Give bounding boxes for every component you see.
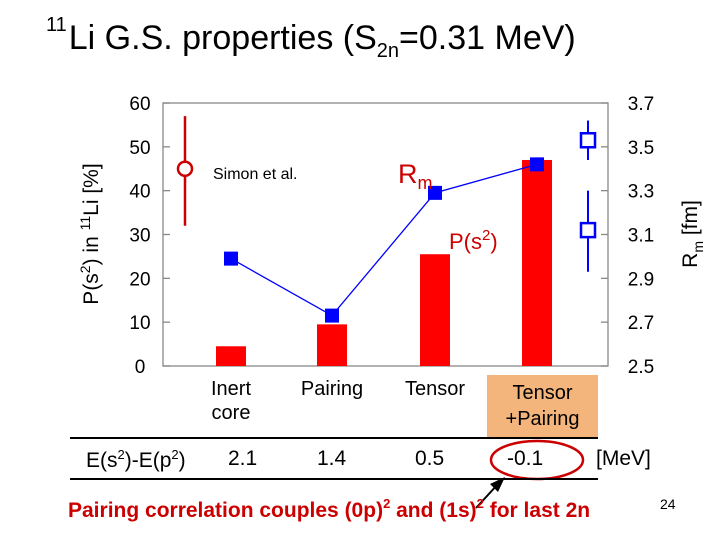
- footnote: Pairing correlation couples (0p)2 and (1…: [68, 496, 591, 522]
- exp-label: Simon et al.: [213, 166, 297, 183]
- left-axis-title: P(s2) in 11Li [%]: [77, 163, 103, 304]
- left-tick-label: 20: [129, 269, 150, 290]
- category-label-tensor-pairing: Tensor +Pairing: [505, 382, 580, 430]
- rm-marker-1: [325, 308, 339, 323]
- ps2-annotation: P(s2): [449, 227, 498, 254]
- energy-value-tensor: 0.5: [415, 447, 445, 470]
- rm-marker-0: [224, 251, 238, 266]
- right-tick-label: 3.7: [628, 94, 654, 115]
- category-label-0: Inert: [211, 378, 251, 400]
- energy-top-line: [70, 437, 598, 439]
- exp-rm-marker-1: [579, 221, 597, 239]
- right-tick-label: 2.7: [628, 313, 654, 334]
- right-tick-label: 2.5: [628, 357, 654, 378]
- left-tick-label: 30: [129, 226, 150, 247]
- rm-marker-2: [428, 185, 442, 200]
- energy-value-pairing: 1.4: [317, 447, 347, 470]
- left-tick-label: 0: [135, 357, 146, 378]
- category-label-2: Tensor: [405, 378, 465, 400]
- bar-1: [317, 324, 347, 366]
- energy-bottom-line: [70, 478, 598, 480]
- rm-annotation: Rm: [398, 159, 433, 193]
- bar-0: [216, 346, 246, 366]
- right-tick-label: 3.1: [628, 226, 654, 247]
- page-title: 11Li G.S. properties (S2n=0.31 MeV): [46, 14, 576, 62]
- energy-value-tensor-pairing: -0.1: [507, 447, 544, 470]
- right-tick-label: 2.9: [628, 269, 654, 290]
- exp-rm-marker-0: [579, 132, 597, 149]
- right-tick-label: 3.5: [628, 138, 654, 159]
- category-label-1: Pairing: [301, 378, 363, 400]
- energy-label: E(s2)-E(p2): [86, 447, 186, 472]
- right-tick-label: 3.3: [628, 182, 654, 203]
- tensor-pairing-highlight: [487, 375, 598, 437]
- rm-series-line: [230, 163, 538, 317]
- bar-3: [522, 159, 552, 366]
- energy-value-inert: 2.1: [228, 447, 258, 470]
- right-axis-title: Rm [fm]: [679, 200, 706, 268]
- left-tick-label: 40: [129, 182, 150, 203]
- left-tick-label: 50: [129, 138, 150, 159]
- left-tick-label: 60: [129, 94, 150, 115]
- rm-marker-3: [530, 157, 544, 172]
- exp-p-marker: [176, 160, 194, 177]
- page-number: 24: [660, 496, 676, 512]
- category-label-0: core: [212, 402, 251, 424]
- left-tick-label: 10: [129, 313, 150, 334]
- arrow-head: [490, 477, 505, 492]
- energy-unit: [MeV]: [596, 447, 651, 470]
- bar-2: [420, 254, 450, 366]
